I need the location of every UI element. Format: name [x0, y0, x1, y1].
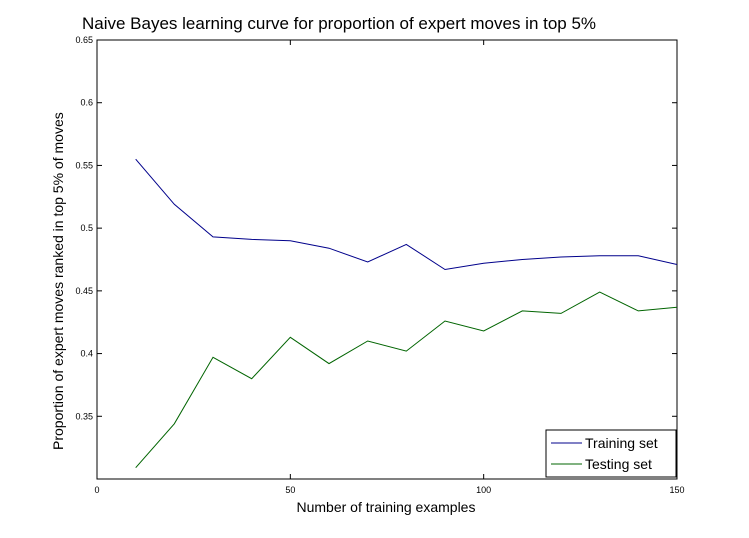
x-tick-label: 0 — [94, 485, 99, 495]
y-tick-label: 0.4 — [80, 349, 93, 359]
y-tick-label: 0.55 — [75, 160, 93, 170]
y-tick-label: 0.5 — [80, 223, 93, 233]
x-tick-label: 100 — [476, 485, 491, 495]
legend-box — [545, 429, 677, 478]
legend-label-training: Training set — [585, 435, 658, 451]
y-tick-label: 0.45 — [75, 286, 93, 296]
y-tick-label: 0.65 — [75, 35, 93, 45]
y-tick-label: 0.35 — [75, 411, 93, 421]
y-axis-label: Proportion of expert moves ranked in top… — [50, 112, 66, 450]
legend: Training set Testing set — [545, 429, 677, 478]
y-axis: 0.35 0.4 0.45 0.5 0.55 0.6 0.65 — [75, 35, 677, 421]
legend-label-testing: Testing set — [585, 456, 652, 472]
x-axis-label: Number of training examples — [297, 499, 476, 515]
x-tick-label: 50 — [285, 485, 295, 495]
series-line-0 — [135, 158, 677, 271]
x-tick-label: 150 — [669, 485, 684, 495]
chart-title: Naive Bayes learning curve for proportio… — [82, 14, 596, 33]
x-axis: 0 50 100 150 — [94, 40, 685, 495]
series-layer — [135, 158, 677, 469]
y-tick-label: 0.6 — [80, 98, 93, 108]
series-line-1 — [135, 291, 677, 469]
plot-area — [96, 39, 678, 480]
